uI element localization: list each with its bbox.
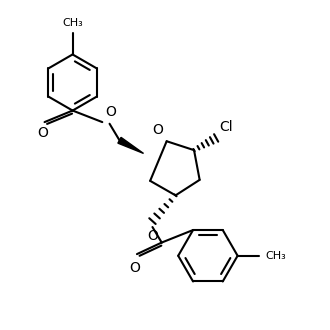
Text: O: O [106,105,116,119]
Text: O: O [38,126,48,140]
Text: Cl: Cl [219,120,233,134]
Text: CH₃: CH₃ [266,251,286,261]
Text: O: O [152,123,163,137]
Polygon shape [118,137,144,153]
Text: O: O [147,229,158,243]
Text: O: O [129,261,140,275]
Text: CH₃: CH₃ [62,18,83,28]
